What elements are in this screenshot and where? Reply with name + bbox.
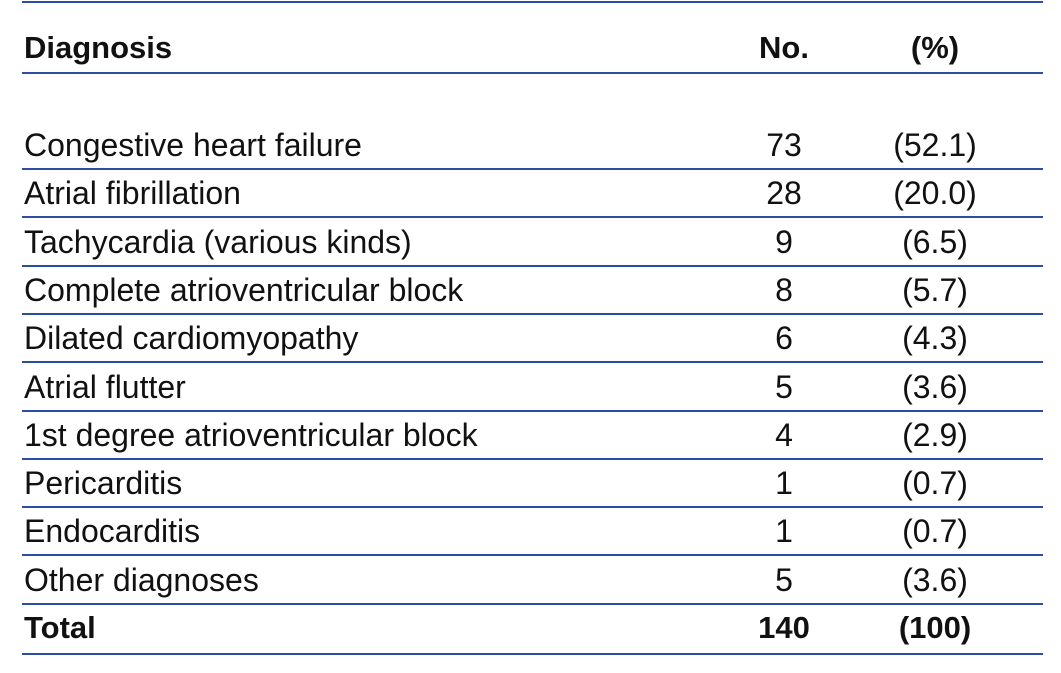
row-rule [22,312,1043,315]
top-rule [22,1,1043,3]
table-cell: Tachycardia (various kinds) [24,223,412,260]
table-cell: (0.7) [902,465,968,502]
table-cell: (5.7) [902,271,968,308]
header-cell: Diagnosis [24,30,173,65]
table-cell: (4.3) [902,320,968,357]
total-cell: Total [24,610,96,645]
total-cell: 140 [758,610,810,645]
header-cell: (%) [910,30,960,65]
table-cell: 28 [766,175,802,212]
table-cell: (0.7) [902,513,968,550]
table-cell: 8 [775,271,793,308]
row-rule [22,457,1043,460]
table-cell: Other diagnoses [24,561,259,598]
row-rule [22,506,1043,509]
table-cell: (3.6) [902,561,968,598]
bottom-rule [22,653,1043,655]
table-cell: (3.6) [902,368,968,405]
row-rule [22,602,1043,605]
table-cell: Atrial fibrillation [24,175,241,212]
table-cell: (20.0) [893,175,977,212]
table-cell: (2.9) [902,416,968,453]
table-cell: (6.5) [902,223,968,260]
table-cell: Pericarditis [24,465,183,502]
table-cell: Complete atrioventricular block [24,271,464,308]
table-cell: Atrial flutter [24,368,186,405]
table-cell: Dilated cardiomyopathy [24,320,359,357]
row-rule [22,554,1043,557]
header-cell: No. [759,30,809,65]
table-cell: Endocarditis [24,513,201,550]
table-cell: 4 [775,416,793,453]
row-rule [22,409,1043,412]
table-cell: 6 [775,320,793,357]
total-cell: (100) [898,610,972,645]
row-rule [22,264,1043,267]
table-cell: 5 [775,561,793,598]
table-cell: Congestive heart failure [24,127,362,163]
row-rule [22,168,1043,170]
table-cell: (52.1) [893,127,977,163]
table-cell: 9 [775,223,793,260]
header-rule [22,72,1043,74]
table-cell: 1st degree atrioventricular block [24,416,478,453]
table-cell: 1 [775,465,793,502]
table-cell: 1 [775,513,793,550]
table-cell: 73 [766,127,802,163]
row-rule [22,216,1043,219]
row-rule [22,361,1043,364]
table-cell: 5 [775,368,793,405]
